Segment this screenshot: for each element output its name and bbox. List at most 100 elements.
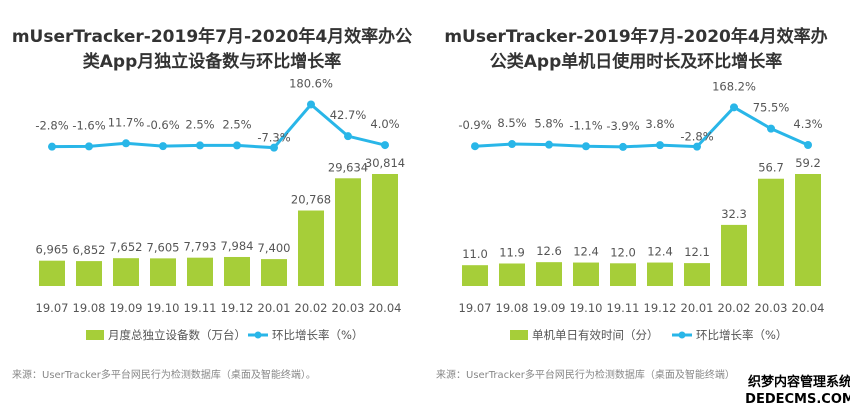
line-data-label: -0.6% [146,118,179,132]
source-note: 来源：UserTracker多平台网民行为检测数据库（桌面及智能终端）。 [12,368,316,381]
line-data-label: 2.5% [185,117,214,131]
legend-line-marker [254,331,262,339]
x-tick-label: 20.03 [332,301,365,315]
bar [261,259,287,286]
legend-bar-swatch [86,330,104,340]
x-tick-label: 20.04 [792,301,825,315]
line-data-label: -2.8% [680,130,713,144]
line-data-label: 11.7% [108,115,145,129]
line-point [582,142,590,151]
x-tick-label: 20.02 [718,301,751,315]
line-data-label: 2.5% [222,117,251,131]
line-point [159,142,167,151]
line-data-label: 4.0% [370,117,399,131]
bar-data-label: 29,634 [328,160,368,174]
bar [721,224,747,286]
bar [113,258,139,286]
line-point [307,100,315,109]
chart-title-line: mUserTracker-2019年7月-2020年4月效率办 [444,26,827,47]
bar-data-label: 59.2 [795,156,821,170]
chart-title-line: 公类App单机日使用时长及环比增长率 [490,51,783,72]
x-tick-label: 20.01 [258,301,291,315]
bar-data-label: 20,768 [291,193,331,207]
x-tick-label: 19.07 [36,301,69,315]
line-data-label: 180.6% [289,76,333,90]
line-data-label: 42.7% [330,108,367,122]
watermark-logo: 织梦内容管理系统 [748,374,850,390]
bar [298,210,324,286]
chart-title-line: 类App月独立设备数与环比增长率 [83,51,342,72]
line-data-label: 3.8% [645,117,674,131]
bar [758,178,784,286]
x-tick-label: 19.12 [644,301,677,315]
line-data-label: 168.2% [712,79,756,93]
bar-data-label: 7,400 [258,241,291,255]
line-point [730,103,738,112]
x-tick-label: 19.08 [73,301,106,315]
x-tick-label: 19.12 [221,301,254,315]
legend-bar-swatch [510,330,528,340]
bar [335,178,361,286]
bar [647,262,673,286]
line-point [545,140,553,149]
bar [39,260,65,286]
x-tick-label: 20.02 [295,301,328,315]
bar [610,263,636,286]
line-data-label: -2.8% [35,119,68,133]
line-point [381,141,389,150]
bar-data-label: 11.0 [462,247,488,261]
bar-data-label: 30,814 [365,156,405,170]
bar-data-label: 12.1 [684,245,710,259]
legend-bar-label: 月度总独立设备数（万台） [108,328,246,342]
line-point [767,124,775,133]
bar [76,261,102,286]
growth-line [51,102,386,150]
x-tick-label: 19.09 [110,301,143,315]
bar [684,263,710,286]
legend-line-label: 环比增长率（%） [696,328,787,342]
x-tick-label: 19.11 [607,301,640,315]
x-tick-label: 19.11 [184,301,217,315]
bar-data-label: 6,965 [36,243,69,257]
line-point [122,139,130,148]
line-point [693,142,701,151]
source-note: 来源：UserTracker多平台网民行为检测数据库（桌面及智能终端） [436,368,735,381]
line-data-label: 5.8% [534,117,563,131]
legend-line-label: 环比增长率（%） [272,328,363,342]
bar-data-label: 11.9 [499,245,525,259]
line-data-label: 75.5% [753,101,790,115]
x-tick-label: 20.03 [755,301,788,315]
line-point [233,141,241,150]
bar [372,174,398,286]
growth-line [474,105,809,149]
bar-data-label: 7,793 [184,240,217,254]
bar [462,265,488,286]
line-point [804,141,812,150]
x-tick-label: 20.01 [681,301,714,315]
line-point [344,132,352,141]
bar [150,258,176,286]
bar-data-label: 12.4 [573,245,599,259]
line-data-label: 8.5% [497,116,526,130]
x-tick-label: 20.04 [369,301,402,315]
bar [536,262,562,286]
chart-title-line: mUserTracker-2019年7月-2020年4月效率办公 [12,26,412,47]
line-point [48,142,56,151]
bar [499,263,525,286]
line-point [196,141,204,150]
line-point [656,141,664,150]
watermark-bg [752,370,850,408]
bar-data-label: 6,852 [73,243,106,257]
legend-bar-label: 单机单日有效时间（分） [532,328,659,342]
line-point [619,142,627,151]
line-point [471,142,479,151]
bar [224,256,250,286]
line-data-label: -1.6% [72,118,105,132]
bar [795,174,821,286]
line-point [85,142,93,151]
x-tick-label: 19.08 [496,301,529,315]
line-point [508,140,516,149]
line-data-label: 4.3% [793,117,822,131]
line-data-label: -7.3% [257,131,290,145]
